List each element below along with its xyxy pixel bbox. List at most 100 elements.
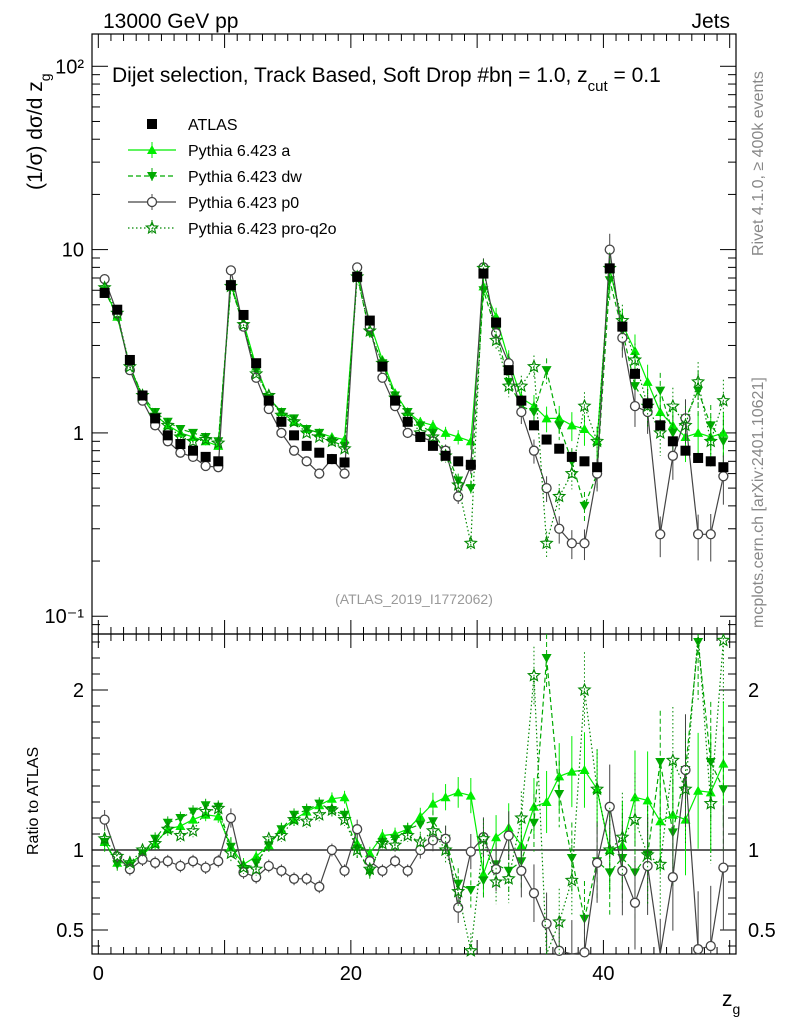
ratio-point — [288, 873, 300, 884]
data-point — [263, 403, 274, 415]
data-point — [453, 476, 464, 486]
data-point — [150, 413, 161, 424]
ratio-point — [175, 821, 186, 830]
data-point — [162, 430, 173, 441]
ratio-point — [554, 790, 565, 799]
data-point — [541, 366, 552, 376]
ratio-point — [175, 860, 186, 872]
ratio-point — [718, 862, 729, 873]
ratio-point — [516, 865, 527, 876]
ratio-point — [211, 800, 226, 815]
data-point — [718, 437, 729, 447]
ratio-point — [301, 873, 312, 884]
data-point — [577, 398, 592, 413]
data-point — [339, 457, 350, 468]
ratio-tick-label: 2 — [73, 680, 84, 702]
ratio-point — [339, 810, 350, 820]
data-point — [200, 451, 211, 462]
legend-marker — [146, 196, 158, 208]
ratio-point — [655, 816, 666, 826]
data-point — [339, 441, 350, 451]
ratio-point — [427, 798, 438, 808]
ratio-point — [541, 654, 552, 663]
ratio-point — [148, 836, 163, 850]
data-point — [665, 398, 680, 413]
ratio-point — [528, 818, 539, 828]
legend-marker — [147, 172, 157, 181]
ratio-point — [478, 876, 489, 886]
data-point — [478, 286, 489, 296]
chart-title-sub: cut — [588, 78, 609, 95]
header-process: Jets — [691, 10, 730, 33]
ratio-panel-frame — [91, 633, 737, 955]
data-point — [642, 398, 653, 409]
x-tick-label: 40 — [592, 963, 614, 985]
legend-label: Pythia 6.423 pro-q2o — [188, 221, 337, 238]
data-point — [249, 366, 264, 380]
data-point — [691, 374, 706, 388]
ratio-point — [503, 830, 514, 841]
ratio-point — [427, 817, 438, 827]
ratio-point — [577, 682, 592, 697]
ratio-point — [249, 861, 264, 876]
ratio-point — [350, 842, 365, 857]
series-pythia-6-423-dw — [99, 264, 729, 523]
legend-entry: Pythia 6.423 a — [128, 142, 290, 160]
data-point — [655, 529, 666, 540]
data-point — [188, 428, 199, 438]
data-point — [427, 440, 438, 451]
data-point — [324, 433, 339, 448]
data-point — [693, 427, 704, 437]
ratio-point — [667, 872, 679, 883]
legend-marker — [147, 145, 157, 154]
data-point — [427, 428, 438, 438]
ratio-point — [261, 831, 276, 845]
ratio-point — [324, 802, 339, 817]
data-point — [301, 440, 312, 451]
data-point — [440, 427, 451, 437]
data-point — [705, 529, 716, 540]
data-point — [225, 280, 236, 291]
data-point — [451, 477, 466, 491]
ratio-point — [655, 758, 666, 767]
y-axis-label: (1/σ) dσ/d zg — [24, 73, 53, 190]
data-point — [402, 416, 413, 427]
ratio-point — [716, 632, 731, 647]
data-point — [579, 456, 590, 467]
ratio-point — [135, 842, 150, 857]
data-point — [453, 432, 464, 442]
data-point — [299, 425, 314, 439]
data-point — [653, 425, 668, 439]
ratio-point — [528, 888, 540, 899]
data-point — [655, 386, 666, 396]
ratio-point — [579, 765, 590, 774]
data-point — [465, 484, 476, 494]
ratio-point — [286, 812, 302, 826]
data-point — [425, 429, 440, 444]
ratio-point — [213, 856, 224, 867]
data-point — [211, 435, 226, 450]
ratio-point — [590, 781, 605, 796]
data-point — [489, 332, 504, 347]
ratio-point — [541, 797, 552, 806]
series-line-ratio — [104, 641, 724, 919]
ratio-point — [566, 854, 577, 863]
ratio-pythia-6-423-p0 — [99, 714, 729, 958]
ratio-point — [389, 856, 401, 867]
ratio-point — [692, 944, 704, 955]
x-tick-label: 20 — [340, 963, 362, 985]
data-point — [339, 468, 350, 479]
legend-entry: Pythia 6.423 dw — [128, 168, 302, 186]
ratio-point — [642, 795, 653, 805]
data-point — [655, 407, 666, 417]
data-point — [566, 420, 577, 430]
data-point — [627, 352, 643, 366]
data-point — [263, 395, 274, 406]
ratio-point — [314, 799, 325, 809]
ratio-point — [627, 812, 643, 826]
ratio-point — [122, 855, 137, 869]
ratio-point — [665, 752, 680, 767]
y-tick-label: 10⁻¹ — [45, 606, 85, 628]
data-point — [552, 489, 567, 503]
